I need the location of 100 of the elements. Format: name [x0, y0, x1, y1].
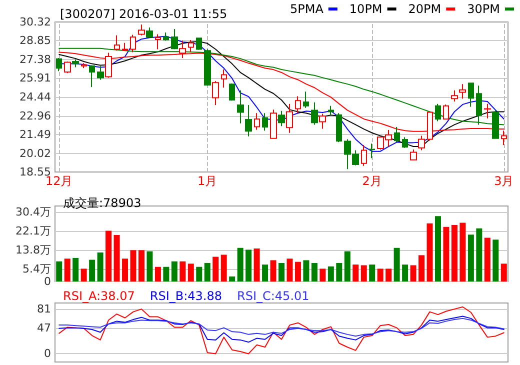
- candlestick: [262, 112, 268, 132]
- bar: [64, 258, 70, 282]
- bar: [130, 250, 136, 282]
- bar: [352, 264, 359, 282]
- bar: [311, 262, 318, 282]
- bar: [212, 256, 219, 282]
- y-tick-label: 0: [44, 347, 51, 360]
- bar: [336, 262, 342, 282]
- bar: [89, 260, 96, 282]
- bar: [320, 268, 326, 282]
- bar: [484, 238, 490, 282]
- bar: [56, 261, 62, 282]
- candlestick: [286, 103, 293, 134]
- x-tick-label: 1月: [198, 174, 218, 188]
- candlestick: [303, 91, 309, 108]
- bar: [278, 262, 284, 282]
- text: RSI_C:45.01: [237, 289, 310, 303]
- candlestick: [72, 58, 79, 68]
- bar: [72, 258, 79, 282]
- bar: [360, 265, 367, 282]
- legend-label: 20PM: [408, 2, 442, 16]
- candlestick: [212, 80, 219, 106]
- bar: [460, 222, 466, 282]
- candlestick: [459, 84, 466, 100]
- candlestick: [418, 135, 425, 151]
- bar: [500, 264, 507, 282]
- candlestick: [138, 24, 145, 36]
- candlestick: [146, 26, 153, 38]
- line-series: [58, 316, 504, 343]
- candlestick: [394, 126, 400, 143]
- y-tick-label: 22.96: [20, 109, 51, 122]
- y-tick-label: 21.49: [20, 128, 51, 142]
- candlestick: [328, 105, 334, 117]
- bar: [114, 235, 120, 282]
- bar: [434, 216, 441, 282]
- bar: [97, 252, 104, 282]
- y-tick-label: 30.4万: [16, 205, 51, 218]
- bar: [171, 261, 178, 282]
- bar: [410, 265, 416, 282]
- candlestick: [229, 83, 235, 102]
- bar: [377, 268, 384, 282]
- y-tick-label: 27.38: [20, 52, 51, 66]
- legend-label: 10PM: [349, 2, 382, 16]
- candlestick: [89, 64, 95, 88]
- candlestick: [221, 69, 227, 88]
- series-label: RSI_B:43.88: [150, 289, 222, 303]
- bar: [386, 268, 392, 282]
- bar: [476, 228, 482, 282]
- line-series: [58, 318, 504, 337]
- y-tick-label: 81: [37, 302, 51, 316]
- candlestick: [295, 96, 301, 114]
- candlestick: [114, 34, 120, 52]
- candlestick: [443, 104, 449, 120]
- bar: [122, 258, 128, 282]
- bar: [328, 266, 334, 282]
- legend-label: 30PM: [467, 2, 500, 16]
- bar: [468, 234, 474, 282]
- bar: [303, 260, 310, 282]
- candlestick: [451, 90, 458, 102]
- bar: [262, 264, 268, 282]
- bar: [394, 248, 400, 282]
- candlestick: [319, 113, 326, 130]
- bar: [229, 276, 236, 282]
- bar: [369, 264, 376, 282]
- bar: [246, 250, 252, 282]
- bar: [418, 255, 425, 282]
- bar: [180, 261, 186, 282]
- y-tick-label: 30.32: [20, 16, 51, 28]
- bar: [402, 264, 408, 282]
- bar: [426, 223, 433, 282]
- y-tick-label: 5.4万: [22, 262, 51, 276]
- candlestick: [336, 112, 342, 143]
- y-tick-label: 13.8万: [16, 243, 51, 256]
- y-tick-label: 25.91: [20, 72, 51, 85]
- bar: [80, 268, 87, 282]
- bar: [146, 251, 153, 282]
- candlestick: [163, 32, 169, 42]
- bar: [443, 226, 450, 282]
- bar: [451, 224, 458, 282]
- series-label: RSI_A:38.07: [63, 289, 135, 303]
- bar: [106, 230, 112, 282]
- bar: [254, 248, 260, 282]
- x-tick-label: 3月: [494, 174, 514, 188]
- y-tick-label: 0: [44, 275, 51, 288]
- y-tick-label: 24.44: [20, 90, 51, 104]
- chart-title: [300207] 2016-03-01 11:55: [60, 7, 228, 21]
- candlestick: [402, 136, 408, 148]
- candlestick: [270, 109, 277, 139]
- bar: [270, 260, 276, 282]
- bar: [344, 251, 350, 282]
- bar: [220, 254, 227, 282]
- bar: [188, 264, 194, 282]
- candlestick: [237, 90, 244, 124]
- candlestick: [484, 103, 491, 119]
- x-tick-label: 2月: [362, 174, 382, 188]
- candlestick: [435, 103, 441, 122]
- y-tick-label: 28.85: [20, 34, 51, 48]
- legend-label: 5PMA: [290, 2, 324, 16]
- candlestick: [81, 62, 87, 69]
- candlestick: [130, 34, 136, 53]
